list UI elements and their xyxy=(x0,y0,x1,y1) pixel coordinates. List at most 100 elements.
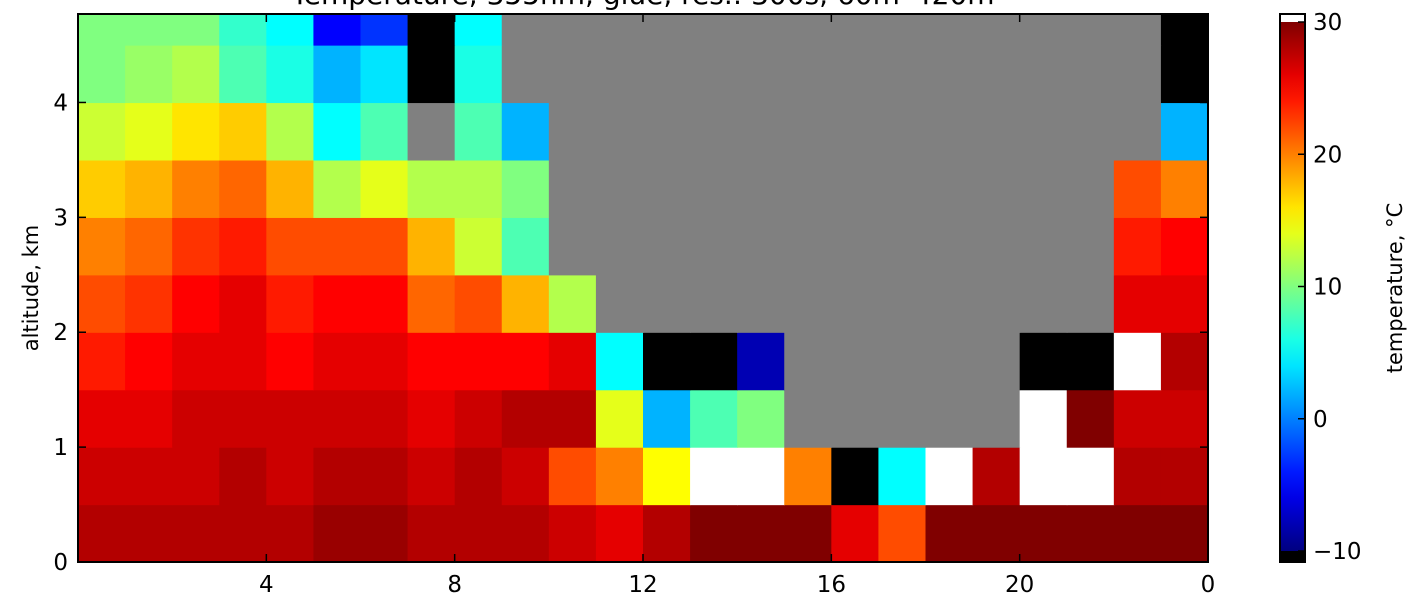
heat-cell xyxy=(925,159,974,218)
y-tick-label: 4 xyxy=(53,90,68,116)
heat-cell xyxy=(878,332,927,391)
heat-cell xyxy=(1066,217,1115,276)
heat-cell xyxy=(1066,159,1115,218)
heat-cell xyxy=(454,332,503,391)
heat-cell xyxy=(1160,332,1209,391)
heat-cell xyxy=(266,389,315,448)
heat-cell xyxy=(784,159,832,218)
heat-cell xyxy=(219,389,267,448)
heat-cell xyxy=(125,102,173,161)
heat-cell xyxy=(360,274,409,333)
heat-cell xyxy=(266,159,315,218)
heat-cell xyxy=(501,45,550,104)
heat-cell xyxy=(360,447,409,506)
heat-cell xyxy=(878,389,927,448)
heat-cell xyxy=(501,217,550,276)
heat-cell xyxy=(407,274,456,333)
chart-title: Temperature, 355nm, glue, res.: 300s, 60… xyxy=(290,0,994,11)
heat-cell xyxy=(219,14,267,46)
x-tick-label: 12 xyxy=(628,572,657,598)
heat-cell xyxy=(78,217,126,276)
heat-cell xyxy=(925,389,974,448)
heat-cell xyxy=(925,332,974,391)
heat-cell xyxy=(972,332,1021,391)
heat-cell xyxy=(643,389,691,448)
heat-cell xyxy=(125,159,173,218)
heat-cell xyxy=(643,447,691,506)
heat-cell xyxy=(784,504,832,563)
heat-cell xyxy=(737,504,785,563)
heat-cell xyxy=(972,102,1021,161)
heat-cell xyxy=(548,217,597,276)
colorbar-over xyxy=(1280,14,1305,22)
heat-cell xyxy=(1019,159,1068,218)
heat-cell xyxy=(548,14,597,46)
heat-cell xyxy=(172,14,220,46)
heat-cell xyxy=(972,14,1021,46)
heat-cell xyxy=(878,14,927,46)
heat-cell xyxy=(878,102,927,161)
heat-cell xyxy=(737,14,785,46)
colorbar-label: temperature, °C xyxy=(1383,203,1407,374)
heat-cell xyxy=(972,45,1021,104)
heat-cell xyxy=(1019,217,1068,276)
heat-cell xyxy=(501,332,550,391)
heat-cell xyxy=(1113,102,1162,161)
heat-cell xyxy=(125,274,173,333)
heat-cell xyxy=(831,217,880,276)
y-tick-label: 0 xyxy=(53,550,68,576)
colorbar-frame xyxy=(1279,13,1306,563)
heat-cell xyxy=(690,504,738,563)
heat-cell xyxy=(454,274,503,333)
heat-cell xyxy=(501,389,550,448)
heat-cell xyxy=(266,504,315,563)
heat-cell xyxy=(172,102,220,161)
heat-cell xyxy=(360,332,409,391)
heat-cell xyxy=(784,447,832,506)
heat-cell xyxy=(737,332,785,391)
heat-cell xyxy=(78,504,126,563)
y-axis-label: altitude, km xyxy=(19,225,43,352)
heat-cell xyxy=(690,389,738,448)
heat-cell xyxy=(454,14,503,46)
heat-cell xyxy=(125,389,173,448)
heat-cell xyxy=(313,45,362,104)
heat-cell xyxy=(1066,274,1115,333)
heat-cell xyxy=(454,45,503,104)
colorbar-under xyxy=(1280,551,1305,562)
heat-cell xyxy=(219,45,267,104)
y-tick-label: 1 xyxy=(53,435,68,461)
heat-cell xyxy=(1160,389,1209,448)
heat-cell xyxy=(595,217,644,276)
heat-cell xyxy=(737,389,785,448)
heat-cell xyxy=(972,447,1021,506)
heat-cell xyxy=(1113,217,1162,276)
heat-cell xyxy=(501,159,550,218)
heat-cell xyxy=(454,447,503,506)
heat-cell xyxy=(266,274,315,333)
heat-cell xyxy=(1113,274,1162,333)
heat-cell xyxy=(1113,389,1162,448)
heat-cell xyxy=(1113,504,1162,563)
heat-cell xyxy=(784,332,832,391)
heat-cell xyxy=(972,159,1021,218)
heat-cell xyxy=(454,504,503,563)
heat-cell xyxy=(313,159,362,218)
heat-cell xyxy=(784,217,832,276)
heat-cell xyxy=(737,274,785,333)
heat-cell xyxy=(548,447,597,506)
heat-cell xyxy=(548,45,597,104)
heat-cell xyxy=(313,389,362,448)
heat-cell xyxy=(737,217,785,276)
heat-cell xyxy=(548,504,597,563)
heat-cell xyxy=(784,45,832,104)
heat-cell xyxy=(125,217,173,276)
heat-cell xyxy=(690,217,738,276)
heat-cell xyxy=(925,447,974,506)
heat-cell xyxy=(643,332,691,391)
heat-cell xyxy=(643,274,691,333)
heat-cell xyxy=(172,274,220,333)
heat-cell xyxy=(172,217,220,276)
heat-cell xyxy=(125,504,173,563)
